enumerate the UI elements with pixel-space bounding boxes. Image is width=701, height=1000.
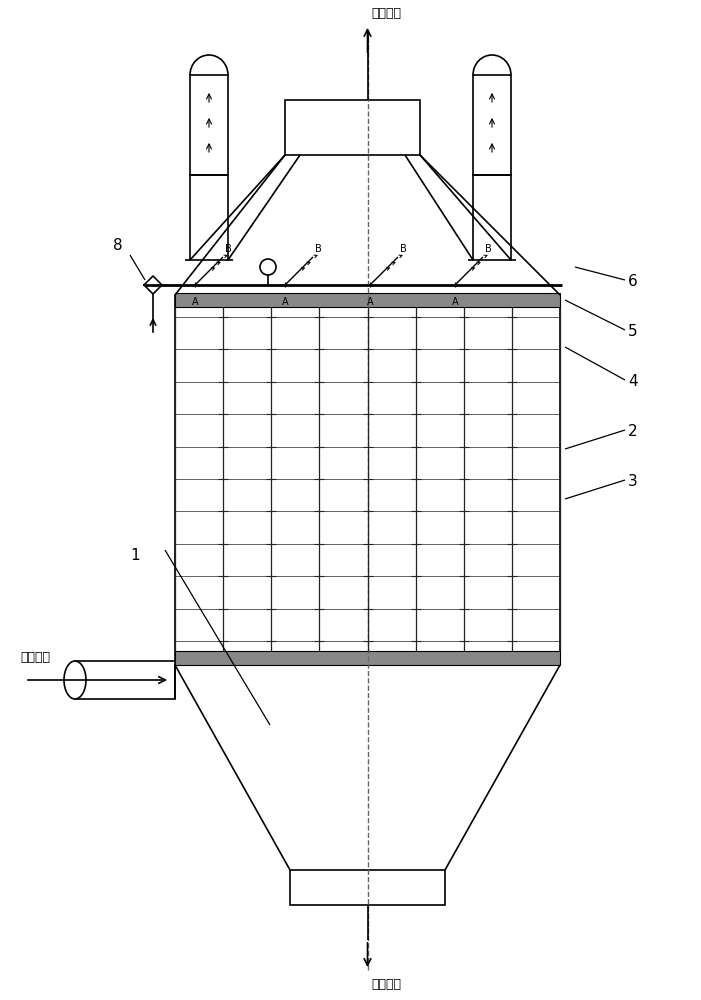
Text: 灰尘出口: 灰尘出口 <box>372 978 402 991</box>
Text: 8: 8 <box>113 238 123 253</box>
Bar <box>285 100 420 155</box>
Bar <box>190 175 228 260</box>
Bar <box>175 293 560 307</box>
Text: 6: 6 <box>628 274 638 290</box>
Bar <box>75 661 175 699</box>
Text: A: A <box>367 297 374 307</box>
Text: 气体入口: 气体入口 <box>20 651 50 664</box>
Text: B: B <box>485 244 491 254</box>
Text: A: A <box>191 297 198 307</box>
Bar <box>290 870 445 905</box>
Text: 5: 5 <box>628 324 638 340</box>
Ellipse shape <box>64 661 86 699</box>
Bar <box>473 175 511 260</box>
Bar <box>175 651 560 665</box>
Text: B: B <box>400 244 407 254</box>
Bar <box>473 75 511 175</box>
Text: B: B <box>315 244 322 254</box>
Bar <box>190 75 228 175</box>
Text: 气体出口: 气体出口 <box>372 7 402 20</box>
Text: 4: 4 <box>628 374 638 389</box>
Text: B: B <box>225 244 232 254</box>
Text: A: A <box>451 297 458 307</box>
Text: 1: 1 <box>130 548 139 562</box>
Circle shape <box>260 259 276 275</box>
Text: A: A <box>282 297 288 307</box>
Bar <box>175 295 560 665</box>
Text: 2: 2 <box>628 424 638 440</box>
Text: 3: 3 <box>628 475 638 489</box>
